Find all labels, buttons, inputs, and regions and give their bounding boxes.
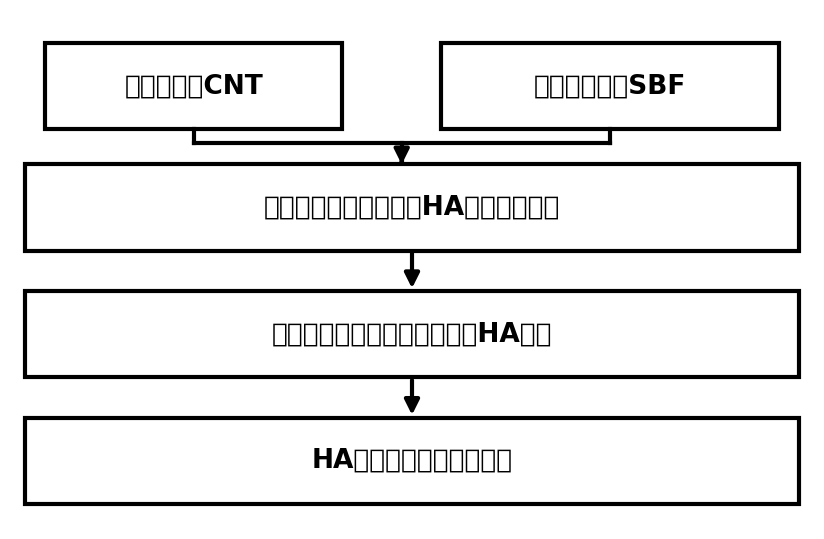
Bar bbox=[25, 291, 799, 377]
Text: 混合酸处理CNT: 混合酸处理CNT bbox=[124, 73, 263, 99]
Bar bbox=[25, 164, 799, 251]
Bar bbox=[45, 43, 342, 129]
Text: 阴极电化学沉积法构筑HA涂层形核位点: 阴极电化学沉积法构筑HA涂层形核位点 bbox=[264, 195, 560, 220]
Text: 配制电解液及SBF: 配制电解液及SBF bbox=[534, 73, 686, 99]
Bar bbox=[441, 43, 779, 129]
Bar bbox=[25, 418, 799, 504]
Text: HA涂层均匀包覆碳纳米管: HA涂层均匀包覆碳纳米管 bbox=[311, 448, 513, 474]
Text: 生物矿化法原位生长均匀致密HA涂层: 生物矿化法原位生长均匀致密HA涂层 bbox=[272, 321, 552, 347]
